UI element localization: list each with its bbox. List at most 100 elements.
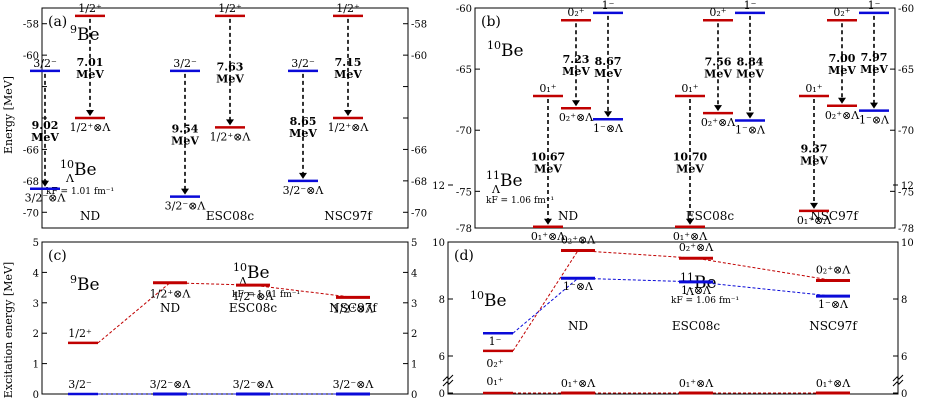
panel-label: (a) <box>48 14 67 30</box>
level-label: 0₁⁺ <box>681 82 698 95</box>
level-label: 0₁⁺⊗Λ <box>797 214 832 227</box>
level-label: 0₂⁺ <box>567 6 584 19</box>
panel-a-tick-label-left: -58 <box>23 20 39 31</box>
panel-b-tick-label-left: -78 <box>456 224 472 235</box>
y-axis-label-top: Energy [MeV] <box>2 76 15 154</box>
level-label: 3/2⁻ <box>33 57 57 70</box>
binding-energy-value: 7.97 <box>861 51 888 64</box>
panel-c-tick-label-left: 1 <box>33 360 39 371</box>
panel-a-tick-label-right: -70 <box>411 208 427 219</box>
binding-energy-value: 7.01 <box>77 56 104 69</box>
level-label: 0₂⁺⊗Λ <box>701 116 736 129</box>
arrow-head <box>544 218 552 225</box>
arrow-head <box>714 105 722 112</box>
level-label: 0₁⁺ <box>805 82 822 95</box>
arrow-head <box>604 111 612 118</box>
binding-energy-unit: MeV <box>76 68 104 81</box>
panel-c-tick-label-right: 0 <box>411 390 417 400</box>
hyper-level-label: 0₂⁺⊗Λ <box>816 263 851 276</box>
level-label: 1⁻ <box>602 0 615 12</box>
arrow-head <box>572 100 580 107</box>
binding-energy-value: 8.65 <box>290 115 317 128</box>
binding-energy-value: 7.00 <box>829 52 856 65</box>
panel-c-axes-frame <box>41 241 409 395</box>
model-label: NSC97f <box>809 319 858 333</box>
core-level-label: 1⁻ <box>489 335 502 348</box>
panel-a: -58 -58 -60 -60 -66 -66 -68 -68 -70 -70 (a) 9Be 10 ΛB… <box>23 2 427 229</box>
fermi-momentum-label: kF = 1.06 fm⁻¹ <box>671 296 739 306</box>
hyper-level-label: 1⁻⊗Λ <box>818 298 849 311</box>
level-label: 1⁻ <box>868 0 881 12</box>
core-level-label: 0₁⁺ <box>486 375 503 388</box>
level-label: 3/2⁻⊗Λ <box>25 192 67 205</box>
binding-energy-unit: MeV <box>800 154 828 167</box>
binding-energy-value: 10.67 <box>531 150 565 163</box>
binding-energy-value: 7.56 <box>705 56 732 69</box>
hyper-level-label: 0₁⁺⊗Λ <box>816 377 851 390</box>
core-nucleus-label: 9Be <box>70 273 100 295</box>
model-label: ND <box>568 319 588 333</box>
hyper-level-label: 1⁻⊗Λ <box>563 280 594 293</box>
panel-b-tick-label-right: -78 <box>898 224 914 235</box>
hyper-level-label: 1/2⁺⊗Λ <box>233 290 275 303</box>
arrow-head <box>838 97 846 104</box>
arrow-head <box>226 119 234 126</box>
axis-break-right <box>892 379 904 387</box>
panel-c-tick-label-right: 1 <box>411 360 417 371</box>
connector-line <box>512 277 834 334</box>
panel-a-tick-label-right: -68 <box>411 177 427 188</box>
binding-energy-unit: MeV <box>171 135 199 148</box>
binding-energy-value: 10.70 <box>673 150 708 163</box>
connector-line <box>512 250 834 352</box>
panel-a-tick-label-left: -60 <box>23 51 39 62</box>
core-level-label: 0₂⁺ <box>486 357 503 370</box>
model-label: ESC08c <box>672 319 720 333</box>
fermi-momentum-label: kF = 1.06 fm⁻¹ <box>486 196 554 206</box>
level-label: 1/2⁺ <box>78 2 102 15</box>
panel-a-tick-label-right: -58 <box>411 20 427 31</box>
arrow-head <box>344 110 352 116</box>
binding-energy-unit: MeV <box>562 65 590 78</box>
panel-d-tick-label-right: 0 <box>901 389 907 400</box>
axis-break-left <box>442 379 454 387</box>
panel-c: 0 0 1 1 2 2 3 3 4 4 5 5 (c)9Be 10 ΛBe kF = 1.01 fm⁻¹ ND E… <box>33 238 418 400</box>
hypernucleus-label: 10 ΛBe <box>60 158 97 185</box>
level-label: 0₁⁺ <box>539 82 556 95</box>
binding-energy-value: 9.54 <box>172 123 199 136</box>
panel-label: (b) <box>481 14 501 30</box>
model-label: NSC97f <box>810 209 859 223</box>
panel-c-tick-label-right: 4 <box>411 268 417 279</box>
binding-energy-unit: MeV <box>676 162 704 175</box>
fermi-momentum-label: kF = 1.01 fm⁻¹ <box>232 290 300 300</box>
level-label: 0₂⁺ <box>709 6 726 19</box>
binding-energy-unit: MeV <box>31 131 59 144</box>
arrow-head <box>41 180 49 187</box>
hyper-level-label: 0₁⁺⊗Λ <box>679 377 714 390</box>
arrow-head <box>870 102 878 109</box>
arrow-head <box>686 218 694 225</box>
panel-label: (c) <box>48 248 67 264</box>
panel-a-tick-label-right: -60 <box>411 51 427 62</box>
panel-b-tick-label-right: -70 <box>898 126 914 137</box>
hyper-level-label: 0₂⁺⊗Λ <box>561 234 596 247</box>
model-label: ND <box>558 209 578 223</box>
model-label: ESC08c <box>206 209 254 223</box>
hypernucleus-label: 10 ΛBe <box>233 261 270 288</box>
panel-d-tick-label-right: 10 <box>901 238 914 249</box>
level-label: 1/2⁺ <box>336 2 360 15</box>
model-label: ESC08c <box>686 209 734 223</box>
arrow-head <box>299 172 307 179</box>
level-label: 1/2⁺⊗Λ <box>328 121 370 134</box>
panel-b: -60 -60 -65 -65 -70 -70 -75 -75 -78 -78 (b) 10Be 11 Λ… <box>456 0 914 243</box>
binding-energy-value: 8.84 <box>737 56 764 69</box>
panel-b-tick-label-right: -75 <box>898 187 914 198</box>
arrow-head <box>181 188 189 195</box>
model-label: NSC97f <box>324 209 373 223</box>
panel-b-tick-label-left: -75 <box>456 187 472 198</box>
binding-energy-unit: MeV <box>534 162 562 175</box>
model-label: ND <box>160 301 180 315</box>
panel-d-tick-label-right: 12 <box>901 181 914 192</box>
model-label: ESC08c <box>229 301 277 315</box>
